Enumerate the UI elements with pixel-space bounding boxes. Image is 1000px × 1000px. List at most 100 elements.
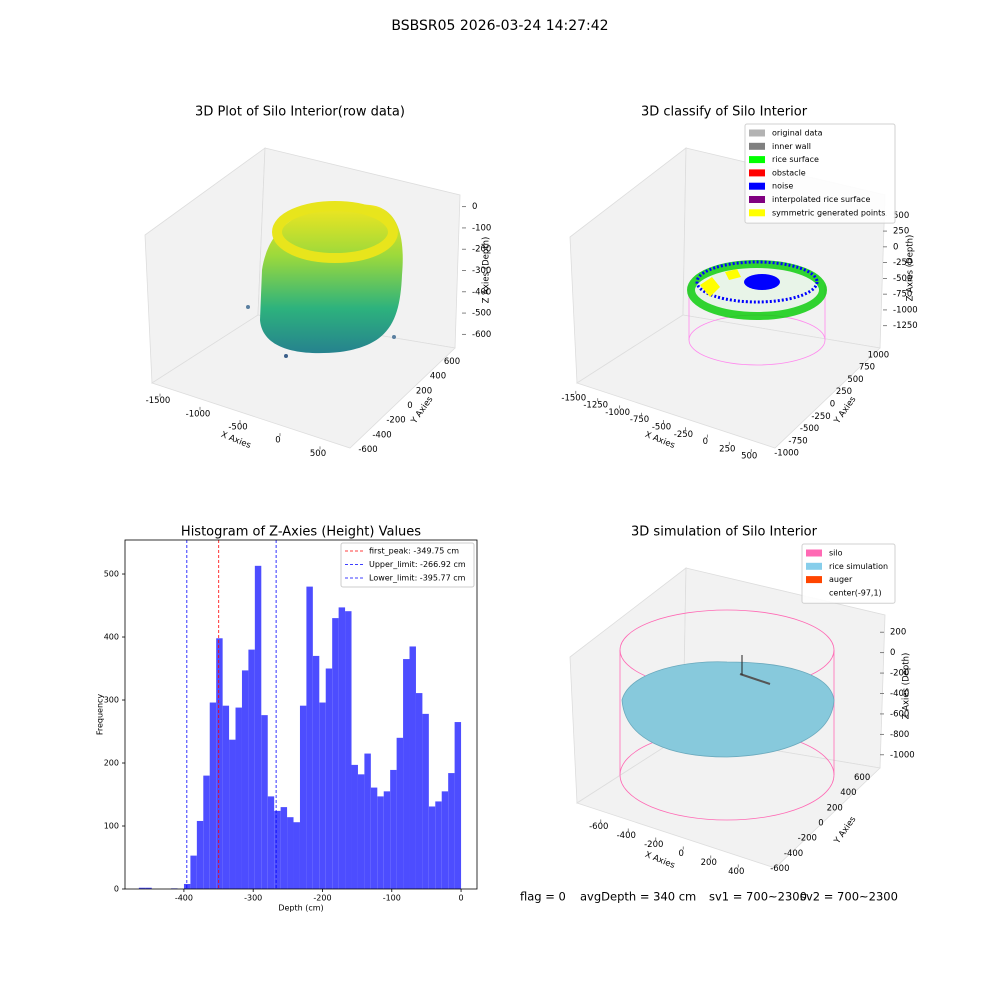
y-tick-label: 500 bbox=[847, 375, 863, 385]
legend-label: inner wall bbox=[772, 142, 811, 151]
figure-title: BSBSR05 2026-03-24 14:27:42 bbox=[391, 18, 608, 34]
x-tick-label: -1500 bbox=[561, 393, 586, 403]
bar bbox=[415, 693, 423, 889]
z-tick-label: -200 bbox=[472, 245, 491, 255]
bar bbox=[235, 707, 242, 889]
z-tick-label: 0 bbox=[890, 648, 895, 658]
legend-swatch bbox=[749, 142, 765, 150]
bar bbox=[138, 887, 146, 889]
x-tick-label: -1250 bbox=[583, 401, 608, 411]
legend-label: rice surface bbox=[772, 155, 819, 164]
z-tick-label: -500 bbox=[472, 309, 491, 319]
z-tick-label: -500 bbox=[893, 274, 912, 284]
z-tick-label: 250 bbox=[893, 227, 909, 237]
legend-swatch bbox=[806, 589, 822, 597]
bar bbox=[145, 887, 152, 889]
x-tick-label: -1000 bbox=[605, 408, 630, 418]
chart-title: 3D simulation of Silo Interior bbox=[631, 525, 818, 540]
bar bbox=[428, 806, 436, 889]
z-tick-label: -750 bbox=[893, 290, 912, 300]
z-tick-label: -600 bbox=[472, 330, 491, 340]
legend-swatch bbox=[749, 129, 765, 137]
x-tick-label: -500 bbox=[228, 423, 247, 433]
y-tick-label: -1000 bbox=[774, 449, 799, 459]
bar bbox=[364, 753, 371, 889]
legend-frame bbox=[744, 123, 896, 224]
y-tick-label: -400 bbox=[372, 430, 391, 440]
bar bbox=[241, 670, 249, 889]
legend-swatch bbox=[806, 549, 822, 557]
z-tick-label: -400 bbox=[890, 689, 909, 699]
legend-label: obstacle bbox=[772, 168, 806, 177]
footer-text: flag = 0 bbox=[520, 890, 566, 904]
bar bbox=[274, 810, 281, 889]
y-tick-label: -750 bbox=[788, 436, 807, 446]
x-tick-label: -200 bbox=[644, 840, 663, 850]
x-axis-label: X Axies bbox=[643, 430, 676, 451]
legend-label: symmetric generated points bbox=[772, 208, 885, 217]
bar bbox=[338, 607, 346, 889]
bar bbox=[370, 787, 378, 889]
legend-label: noise bbox=[772, 182, 793, 191]
x-tick-label: 400 bbox=[728, 867, 744, 877]
y-tick-label: 500 bbox=[104, 570, 119, 579]
panes-4 bbox=[569, 567, 886, 869]
plot-frame bbox=[124, 539, 478, 890]
bar bbox=[254, 565, 262, 889]
y-tick-label: 400 bbox=[104, 633, 119, 642]
bar bbox=[351, 764, 358, 889]
legend-label: interpolated rice surface bbox=[772, 195, 870, 204]
legend-label: Upper_limit: -266.92 cm bbox=[369, 560, 466, 569]
z-tick-label: 500 bbox=[893, 211, 909, 221]
y-axis-label: Y Axies bbox=[832, 394, 859, 426]
bar bbox=[325, 668, 333, 889]
y-tick-label: -200 bbox=[386, 416, 405, 426]
x-tick-label: 0 bbox=[459, 894, 464, 903]
footer-text: sv1 = 700~2300 bbox=[709, 890, 807, 904]
bar bbox=[203, 775, 210, 889]
legend-label: rice simulation bbox=[829, 562, 888, 571]
footer-text: sv2 = 700~2300 bbox=[800, 890, 898, 904]
y-tick-label: 400 bbox=[430, 372, 446, 382]
bar bbox=[248, 649, 255, 889]
x-tick-label: -400 bbox=[617, 831, 636, 841]
y-tick-label: 200 bbox=[827, 803, 843, 813]
z-tick-label: -1000 bbox=[893, 305, 918, 315]
bar bbox=[319, 702, 326, 889]
bar bbox=[448, 773, 455, 889]
bar bbox=[357, 774, 365, 889]
bar bbox=[216, 638, 223, 889]
bar bbox=[280, 807, 288, 889]
z-tick-label: -600 bbox=[890, 709, 909, 719]
x-tick-label: 500 bbox=[741, 452, 757, 462]
z-tick-label: -400 bbox=[472, 287, 491, 297]
z-axis-label: Z Axies (Depth) bbox=[906, 235, 916, 302]
bar bbox=[287, 817, 294, 889]
x-tick-label: -250 bbox=[674, 430, 693, 440]
z-tick-label: -250 bbox=[893, 258, 912, 268]
y-tick-label: 600 bbox=[854, 773, 870, 783]
y-tick-label: 400 bbox=[840, 788, 856, 798]
x-tick-label: 500 bbox=[310, 449, 326, 459]
bar bbox=[267, 796, 275, 889]
bar bbox=[209, 702, 217, 889]
bar bbox=[435, 801, 442, 889]
x-tick-label: 0 bbox=[703, 437, 708, 447]
y-tick-label: -600 bbox=[770, 864, 789, 874]
x-tick-label: -100 bbox=[383, 894, 401, 903]
z-tick-label: -1250 bbox=[893, 321, 918, 331]
legend-frame bbox=[801, 543, 896, 604]
legend-swatch bbox=[749, 209, 765, 217]
bar bbox=[390, 769, 397, 889]
z-tick-label: 200 bbox=[890, 628, 906, 638]
x-tick-label: -500 bbox=[652, 423, 671, 433]
bar bbox=[312, 655, 320, 889]
x-axis-label: Depth (cm) bbox=[278, 904, 323, 913]
y-tick-label: -400 bbox=[784, 849, 803, 859]
panes-1 bbox=[144, 147, 461, 449]
x-axis-label: X Axies bbox=[643, 850, 676, 871]
y-tick-label: 1000 bbox=[868, 350, 890, 360]
y-tick-label: 0 bbox=[830, 400, 835, 410]
